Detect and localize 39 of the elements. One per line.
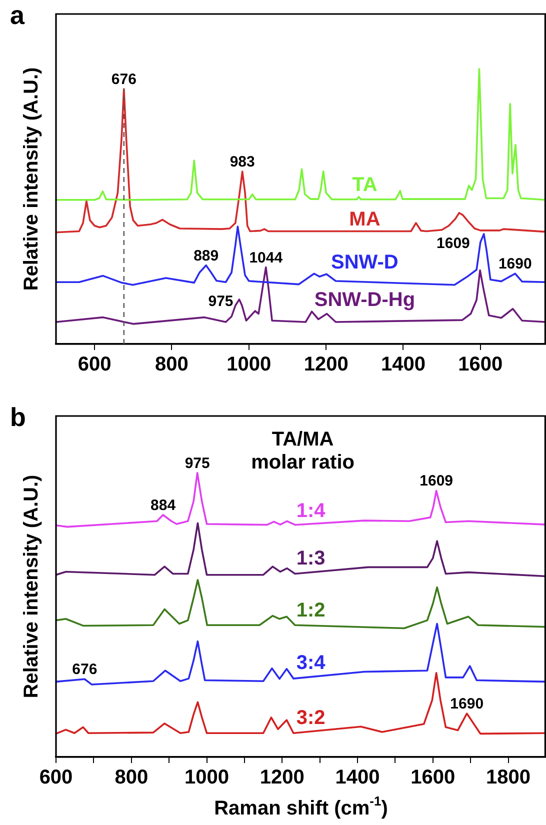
series-label: 3:2 [296, 706, 326, 729]
annotation: 975 [208, 292, 234, 310]
x-tick-label: 1600 [410, 766, 456, 789]
x-tick-label: 1200 [260, 766, 304, 789]
annotation: 1609 [420, 472, 454, 490]
series-label: SNW-D-Hg [314, 289, 416, 312]
x-tick-label: 600 [78, 354, 112, 376]
annotation: 983 [230, 154, 255, 171]
annotation: 889 [194, 247, 219, 264]
annotation: 884 [150, 496, 176, 514]
x-tick-label: 800 [114, 766, 148, 789]
x-tick-label: 1600 [458, 354, 503, 376]
x-tick-label: 1000 [226, 354, 272, 376]
y-axis-title: Relative intensity (A.U.) [20, 474, 43, 698]
annotation: 1690 [450, 696, 484, 713]
x-tick-label: 1000 [184, 766, 230, 789]
series-label: SNW-D [331, 252, 398, 274]
x-tick-label: 1800 [486, 766, 531, 789]
series-label: 1:2 [296, 599, 326, 622]
text: b [10, 402, 26, 432]
x-tick-label: 600 [39, 766, 73, 789]
legend-title: TA/MA molar ratio [251, 428, 354, 474]
annotation: 676 [111, 71, 136, 88]
series-label: TA [352, 174, 378, 196]
annotation: 676 [72, 661, 98, 678]
annotation: 1609 [436, 235, 470, 252]
annotation: 1044 [249, 249, 284, 266]
text: a [10, 0, 25, 30]
x-tick-label: 800 [155, 354, 188, 376]
series-label: MA [349, 208, 380, 230]
annotation: 975 [184, 454, 210, 472]
series-label: 1:3 [296, 548, 326, 570]
annotation: 1690 [498, 256, 532, 273]
x-tick-label: 1400 [380, 354, 426, 376]
x-tick-label: 1400 [335, 766, 380, 789]
series-label: 1:4 [296, 500, 326, 522]
x-tick-label: 1200 [304, 354, 348, 376]
series-label: 3:4 [296, 652, 326, 674]
y-axis-title: Relative intensity (A.U.) [20, 67, 43, 291]
